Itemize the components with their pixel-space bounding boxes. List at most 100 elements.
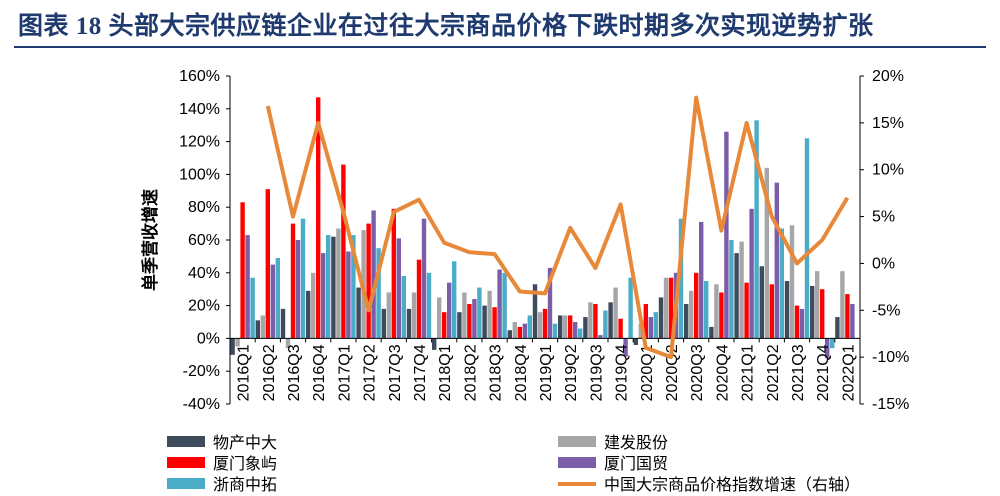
- bar: [563, 315, 568, 339]
- bar: [668, 277, 674, 339]
- bar: [285, 338, 291, 349]
- bar: [517, 326, 522, 339]
- x-axis-tick-label: 2019Q2: [563, 344, 580, 401]
- bar: [663, 277, 669, 339]
- bar: [442, 312, 447, 339]
- bar: [280, 308, 286, 339]
- bar: [527, 315, 532, 339]
- y-axis-label: 单季营收增速: [140, 189, 161, 291]
- legend-swatch: [167, 457, 205, 468]
- bar: [719, 292, 724, 339]
- left-axis-tick-label: 140%: [179, 101, 220, 118]
- bar: [401, 276, 406, 339]
- bar: [552, 323, 558, 339]
- bar: [578, 328, 583, 339]
- bar: [810, 285, 815, 339]
- bar: [416, 259, 422, 339]
- bar: [366, 223, 371, 339]
- left-axis-tick-label: 100%: [179, 166, 220, 183]
- bar: [623, 338, 628, 357]
- bar: [532, 284, 538, 339]
- right-axis-tick-label: -5%: [872, 302, 900, 319]
- bar: [633, 338, 638, 345]
- legend-label: 厦门国贸: [604, 454, 668, 473]
- right-axis-tick-label: 15%: [872, 115, 904, 132]
- bar: [799, 308, 805, 339]
- bar: [290, 223, 296, 339]
- left-axis-tick-label: -20%: [183, 363, 220, 380]
- legend-swatch: [558, 457, 596, 468]
- left-axis-tick-label: -40%: [183, 396, 220, 413]
- x-axis-tick-label: 2022Q1: [840, 344, 857, 401]
- bar: [754, 120, 759, 339]
- bar: [558, 315, 563, 339]
- bar: [658, 297, 664, 339]
- x-axis-tick-label: 2021Q4: [815, 344, 832, 401]
- title-rule: [14, 46, 986, 48]
- bar: [734, 253, 739, 339]
- bar: [487, 290, 492, 339]
- x-axis-tick-label: 2020Q3: [689, 344, 706, 401]
- bar: [447, 282, 452, 339]
- bar: [482, 305, 487, 339]
- series-line: [265, 95, 850, 360]
- bar: [321, 253, 326, 339]
- x-axis-tick-label: 2019Q4: [614, 344, 631, 401]
- bar: [472, 299, 477, 339]
- bar: [699, 221, 704, 339]
- bar: [376, 248, 381, 339]
- legend-label: 中国大宗商品价格指数增速（右轴）: [604, 475, 860, 494]
- bar: [371, 210, 376, 339]
- x-axis-tick-label: 2017Q2: [362, 344, 379, 401]
- bar: [759, 266, 764, 339]
- bar: [351, 235, 356, 339]
- bar: [341, 164, 346, 339]
- bar: [235, 338, 240, 347]
- bar: [739, 241, 744, 339]
- bar: [815, 271, 820, 339]
- bar: [608, 302, 613, 339]
- bar: [588, 302, 593, 339]
- bar: [492, 307, 497, 339]
- bar: [537, 312, 543, 339]
- left-axis-tick-label: 40%: [188, 265, 220, 282]
- bar: [678, 218, 684, 339]
- bar: [300, 218, 306, 339]
- bar: [835, 317, 840, 339]
- left-axis-tick-label: 20%: [188, 298, 220, 315]
- bar: [311, 272, 316, 339]
- bar: [411, 292, 417, 339]
- bar: [744, 282, 749, 339]
- bar: [573, 322, 578, 339]
- x-axis-tick-label: 2020Q1: [639, 344, 656, 401]
- figure-title: 图表 18 头部大宗供应链企业在过往大宗商品价格下跌时期多次实现逆势扩张: [18, 13, 874, 40]
- x-axis-tick-label: 2016Q4: [311, 344, 328, 401]
- right-axis-tick-label: 10%: [872, 162, 904, 179]
- bar: [512, 322, 517, 339]
- bar: [704, 281, 709, 339]
- bar: [406, 308, 412, 339]
- bar: [749, 208, 754, 339]
- bar: [613, 287, 618, 339]
- bar: [643, 303, 648, 339]
- bar: [356, 287, 361, 339]
- bar: [230, 338, 235, 355]
- bar: [462, 292, 467, 339]
- right-axis-tick-label: 0%: [872, 255, 895, 272]
- legend-swatch: [167, 478, 205, 489]
- x-axis-tick-label: 2018Q1: [437, 344, 454, 401]
- bar: [603, 310, 608, 339]
- bar: [542, 308, 548, 339]
- bar: [840, 271, 845, 339]
- bar: [724, 131, 729, 339]
- x-axis-tick-label: 2016Q3: [286, 344, 303, 401]
- bar: [709, 326, 714, 339]
- bar: [568, 315, 573, 339]
- right-axis-tick-label: 20%: [872, 68, 904, 85]
- bar: [522, 323, 527, 339]
- bar: [598, 335, 603, 339]
- bar: [426, 272, 432, 339]
- bar: [714, 284, 719, 339]
- bar: [316, 97, 321, 339]
- legend-swatch: [167, 436, 205, 447]
